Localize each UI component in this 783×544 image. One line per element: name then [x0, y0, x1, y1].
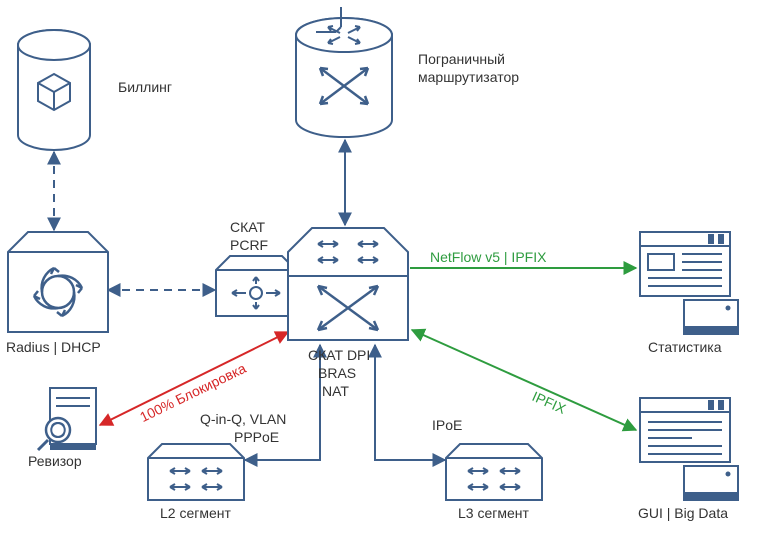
- label-dpi1: СКАТ DPI: [308, 347, 370, 363]
- node-dpi: [288, 228, 408, 340]
- edge-dpi-gui: [412, 330, 636, 430]
- label-dpi2: BRAS: [318, 365, 356, 381]
- edge-label-ipoe: IPoE: [432, 417, 462, 433]
- label-l2: L2 сегмент: [160, 505, 231, 521]
- label-l3: L3 сегмент: [458, 505, 529, 521]
- node-border-router: [296, 7, 392, 137]
- node-stats: [640, 232, 738, 334]
- label-dpi3: NAT: [322, 383, 349, 399]
- edge-label-qinq2: PPPoE: [234, 429, 279, 445]
- label-border2: маршрутизатор: [418, 69, 519, 85]
- label-stats: Статистика: [648, 339, 722, 355]
- node-gui: [640, 398, 738, 500]
- label-pcrf2: PCRF: [230, 237, 268, 253]
- label-radius: Radius | DHCP: [6, 339, 101, 355]
- node-l3: [446, 444, 542, 500]
- node-pcrf: [216, 256, 296, 316]
- node-billing-db: [18, 30, 90, 150]
- edge-label-netflow: NetFlow v5 | IPFIX: [430, 249, 547, 265]
- label-revizor: Ревизор: [28, 453, 82, 469]
- label-pcrf1: СКАТ: [230, 219, 266, 235]
- label-gui: GUI | Big Data: [638, 505, 728, 521]
- label-border1: Пограничный: [418, 51, 505, 67]
- edge-l3-dpi: [375, 345, 445, 460]
- node-radius: [8, 232, 108, 332]
- node-l2: [148, 444, 244, 500]
- edge-label-qinq: Q-in-Q, VLAN: [200, 411, 286, 427]
- node-revizor: [38, 388, 96, 450]
- label-billing: Биллинг: [118, 79, 172, 95]
